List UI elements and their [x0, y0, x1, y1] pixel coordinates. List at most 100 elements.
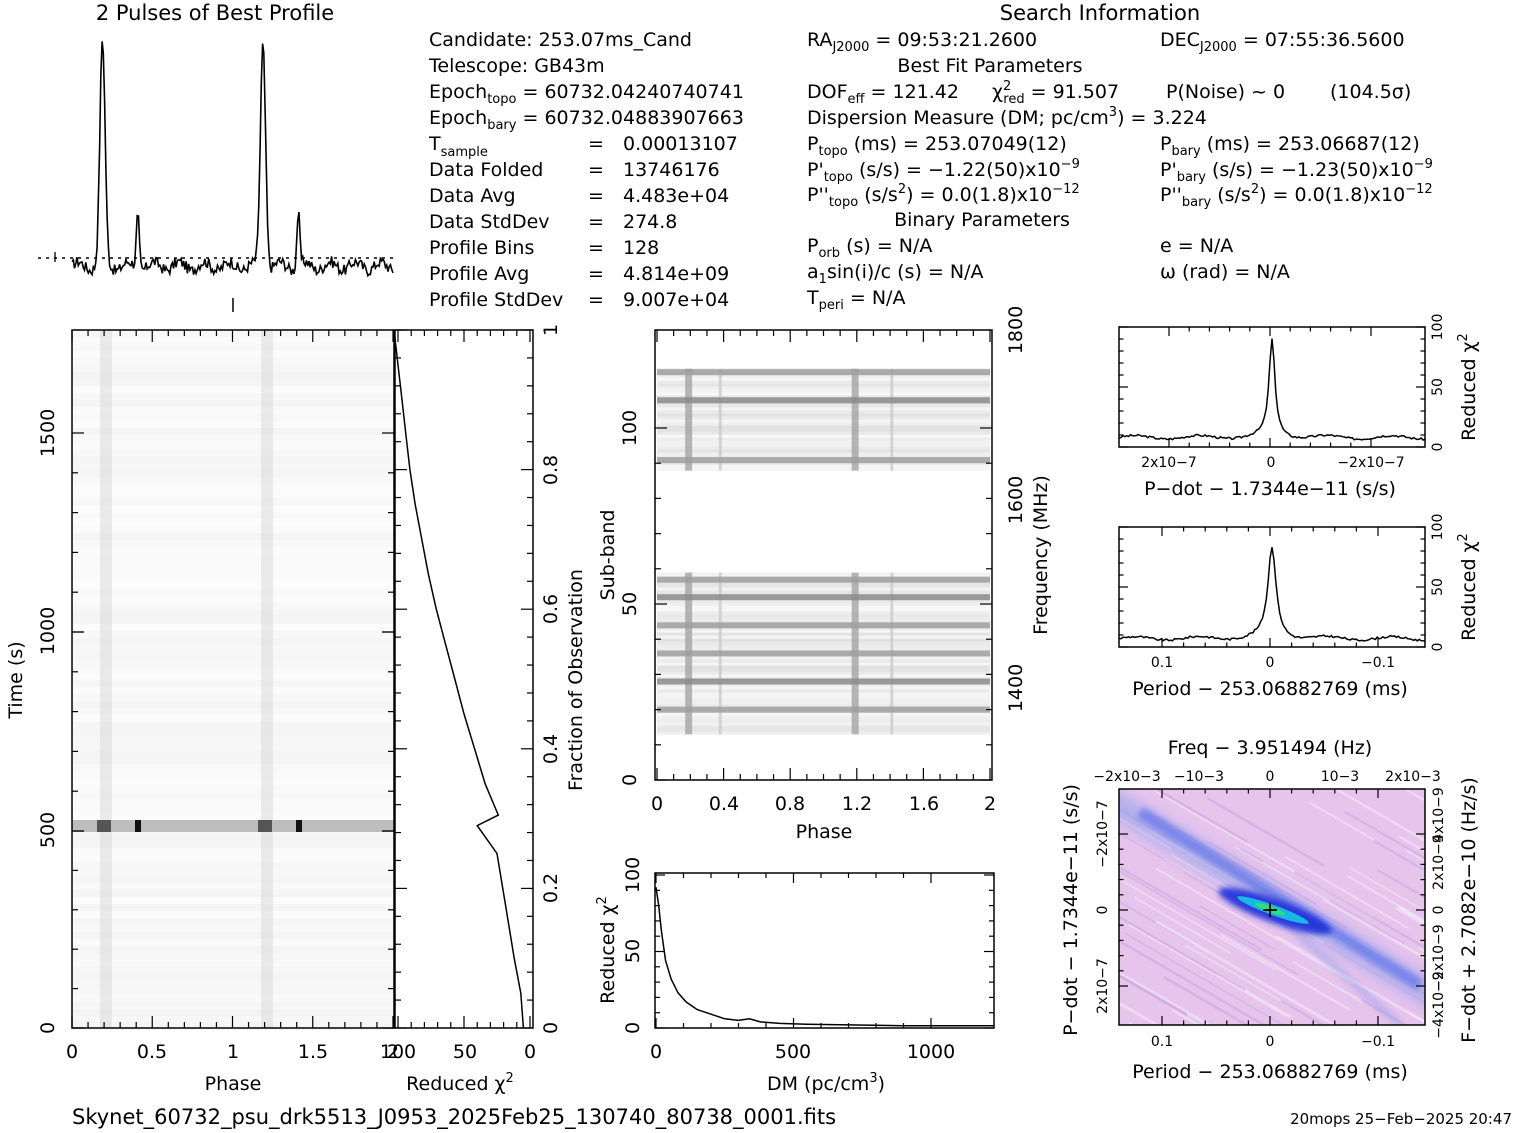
subband-row	[657, 641, 990, 645]
time-phase-row	[72, 379, 394, 386]
pp-title: Freq − 3.951494 (Hz)	[1168, 737, 1372, 759]
info-row-eq: =	[588, 211, 604, 233]
time-phase-row	[72, 764, 394, 771]
chi2-fraction-line	[393, 329, 525, 1029]
dm-xtick-2: 1000	[907, 1041, 955, 1063]
info-row-label: Data Avg	[429, 185, 516, 207]
a1sini-text: a1sin(i)/c (s) = N/A	[807, 261, 983, 287]
epoch-topo-text: Epochtopo = 60732.04240740741	[429, 81, 744, 107]
time-phase-row	[72, 512, 394, 519]
pp-ytick-0: −2x10−7	[1095, 800, 1111, 867]
pdot-ylabel: Reduced χ2	[1456, 333, 1480, 441]
pbary-text: Pbary (ms) = 253.06687(12)	[1160, 133, 1420, 159]
subband-row	[657, 713, 990, 717]
time-phase-row	[72, 610, 394, 617]
subband-row	[657, 674, 990, 678]
dof-text: DOFeff = 121.42	[807, 81, 959, 107]
pp-streak	[1344, 810, 1425, 860]
info-row-label: Profile Avg	[429, 263, 529, 285]
candidate-text: Candidate: 253.07ms_Cand	[429, 29, 692, 51]
time-phase-row	[72, 351, 394, 358]
frac-xtick-2: 0	[524, 1041, 536, 1063]
frac-ylabel: Fraction of Observation	[565, 569, 587, 791]
subband-row	[657, 695, 990, 699]
subband-row	[657, 665, 990, 669]
pp-best-fit-cross	[1263, 903, 1277, 917]
time-phase-row	[72, 750, 394, 757]
subband-row	[657, 464, 990, 468]
time-phase-row	[72, 519, 394, 526]
dec-text: DECJ2000 = 07:55:36.5600	[1160, 29, 1405, 55]
pp-x2tick-3: 10−3	[1321, 769, 1359, 785]
chi2-text: χ2 red = 91.507	[992, 79, 1119, 107]
time-phase-row	[72, 414, 394, 421]
subband-bright-row	[657, 576, 990, 583]
pdot-ytick-0: 0	[1430, 443, 1446, 452]
frac-ytick-0: 0	[540, 1022, 562, 1034]
ptopo-text: Ptopo (ms) = 253.07049(12)	[807, 133, 1067, 159]
subband-row	[657, 419, 990, 423]
subband-row	[657, 572, 990, 576]
sb-xlabel: Phase	[796, 821, 853, 843]
time-phase-pulse-1	[100, 330, 112, 1028]
pp-streak	[1292, 960, 1365, 1004]
dm-ytick-1: 50	[622, 939, 644, 963]
tp-xtick-2: 1	[227, 1041, 239, 1063]
subband-row	[657, 428, 990, 432]
pp-streak	[1309, 801, 1375, 841]
time-phase-row	[72, 365, 394, 372]
frac-xlabel: Reduced χ2	[406, 1071, 514, 1095]
pp-streak	[1373, 839, 1425, 872]
pdot-xtick-2: −2x10−7	[1337, 455, 1404, 471]
info-row-value: 9.007e+04	[623, 289, 729, 311]
pp-streak	[1234, 846, 1403, 945]
time-phase-row	[72, 981, 394, 988]
time-phase-row	[72, 526, 394, 533]
time-phase-row	[72, 967, 394, 974]
period-ytick-0: 0	[1430, 643, 1446, 652]
tp-xtick-1: 0.5	[137, 1041, 167, 1063]
pp-xtick-1: 0	[1266, 1034, 1275, 1050]
info-row-eq: =	[588, 289, 604, 311]
sb-y2label: Frequency (MHz)	[1030, 475, 1052, 635]
pp-streak	[1207, 840, 1318, 906]
subband-row	[657, 719, 990, 723]
dm-ylabel: Reduced χ2	[595, 896, 619, 1004]
subband-row	[657, 620, 990, 624]
subband-row	[657, 614, 990, 618]
time-phase-row	[72, 400, 394, 407]
ecc-text: e = N/A	[1160, 235, 1233, 257]
pp-streak	[1119, 1001, 1160, 1025]
pdot-xtick-0: 2x10−7	[1141, 455, 1197, 471]
tp-ytick-1: 500	[37, 812, 59, 848]
subband-phase-plot: 0 0.4 0.8 1.2 1.6 2 Phase 0 50 100 Sub-b…	[597, 306, 1052, 843]
time-phase-row	[72, 687, 394, 694]
time-phase-row	[72, 904, 394, 911]
dm-ticks	[655, 873, 994, 1029]
time-phase-row	[72, 722, 394, 729]
pp-streak	[1153, 789, 1249, 844]
pp-streak	[1220, 934, 1351, 1011]
telescope-text: Telescope: GB43m	[428, 55, 605, 77]
time-phase-row	[72, 701, 394, 708]
info-row-value: 13746176	[623, 159, 720, 181]
subband-row	[657, 407, 990, 411]
pp-streak	[1349, 866, 1425, 912]
subband-row	[657, 647, 990, 651]
time-phase-row	[72, 631, 394, 638]
time-phase-row	[72, 540, 394, 547]
pp-streak	[1395, 906, 1425, 927]
subband-ticks	[655, 330, 992, 781]
tp-ytick-3: 1500	[37, 409, 59, 457]
subband-bright-row	[657, 650, 990, 657]
time-phase-pulse-2	[261, 330, 273, 1028]
tsample-eq: =	[588, 133, 604, 155]
profile-error-marker: I	[53, 251, 57, 266]
pp-xtick-2: −0.1	[1361, 1034, 1395, 1050]
ra-text: RAJ2000 = 09:53:21.2600	[807, 29, 1037, 55]
info-row-eq: =	[588, 185, 604, 207]
sb-xtick-0: 0	[651, 793, 663, 815]
time-phase-row	[72, 484, 394, 491]
subband-row	[657, 728, 990, 732]
subband-row	[657, 725, 990, 729]
